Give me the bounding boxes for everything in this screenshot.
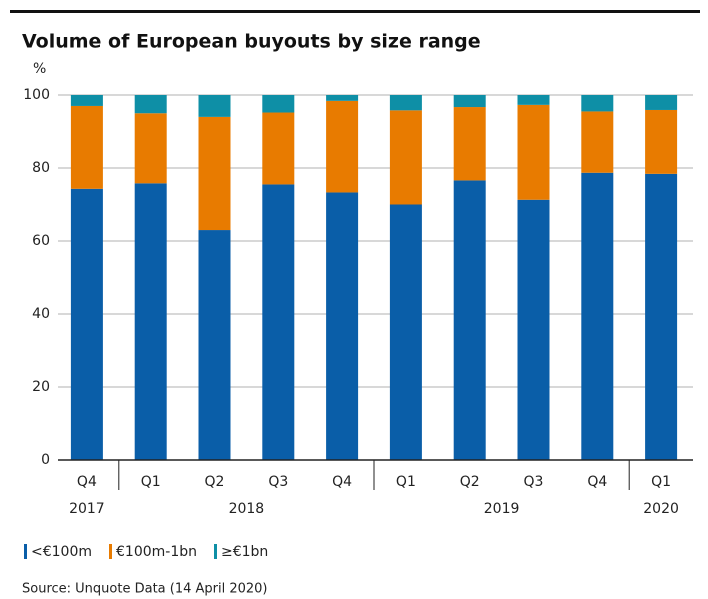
bar-segment: [517, 95, 550, 105]
bar-segment: [70, 95, 103, 106]
bar-segment: [326, 95, 359, 101]
legend-label: ≥€1bn: [221, 544, 268, 560]
bar-segment: [262, 112, 295, 185]
y-tick-label: 20: [32, 379, 50, 395]
bar-segment: [70, 188, 103, 460]
x-group-label: 2019: [484, 501, 520, 517]
y-tick-label: 0: [41, 452, 50, 468]
bar-segment: [198, 95, 231, 117]
bar-segment: [517, 104, 550, 200]
bar-segment: [198, 230, 231, 460]
bar-segment: [389, 204, 422, 460]
x-tick-label: Q3: [524, 474, 544, 490]
x-tick-label: Q1: [141, 474, 161, 490]
bar-segment: [453, 180, 486, 460]
x-tick-label: Q1: [651, 474, 671, 490]
x-group-label: 2017: [69, 501, 105, 517]
top-rule: [10, 10, 700, 13]
bar-segment: [453, 107, 486, 181]
x-tick-label: Q2: [460, 474, 480, 490]
legend-swatch: [214, 544, 217, 559]
y-tick-label: 100: [23, 87, 50, 103]
bar-segment: [134, 183, 167, 460]
x-group-label: 2018: [229, 501, 265, 517]
bar-segment: [389, 95, 422, 111]
bar-segment: [517, 199, 550, 460]
y-tick-label: 40: [32, 306, 50, 322]
bar-segment: [581, 95, 614, 112]
x-tick-label: Q4: [587, 474, 607, 490]
legend-label: <€100m: [31, 544, 92, 560]
bar-segment: [453, 95, 486, 108]
x-tick-label: Q4: [77, 474, 97, 490]
x-tick-label: Q4: [332, 474, 352, 490]
legend-label: €100m-1bn: [116, 544, 197, 560]
x-group-label: 2020: [643, 501, 679, 517]
bar-segment: [70, 105, 103, 189]
x-tick-label: Q2: [205, 474, 225, 490]
legend-swatch: [109, 544, 112, 559]
bar-segment: [262, 184, 295, 461]
bar-segment: [198, 116, 231, 231]
legend-swatch: [24, 544, 27, 559]
bar-segment: [326, 192, 359, 460]
y-unit: %: [33, 61, 46, 77]
bar-segment: [581, 172, 614, 460]
bar-segment: [645, 95, 678, 110]
bar-segment: [326, 100, 359, 193]
y-tick-label: 60: [32, 233, 50, 249]
x-tick-label: Q1: [396, 474, 416, 490]
bar-segment: [581, 111, 614, 173]
bar-segment: [389, 110, 422, 205]
source: Source: Unquote Data (14 April 2020): [22, 582, 268, 597]
x-tick-label: Q3: [268, 474, 288, 490]
chart-title: Volume of European buyouts by size range: [22, 31, 481, 53]
bar-segment: [262, 95, 295, 113]
bar-segment: [134, 113, 167, 184]
bar-segment: [645, 109, 678, 174]
y-tick-label: 80: [32, 160, 50, 176]
bar-segment: [645, 173, 678, 460]
bar-segment: [134, 95, 167, 114]
